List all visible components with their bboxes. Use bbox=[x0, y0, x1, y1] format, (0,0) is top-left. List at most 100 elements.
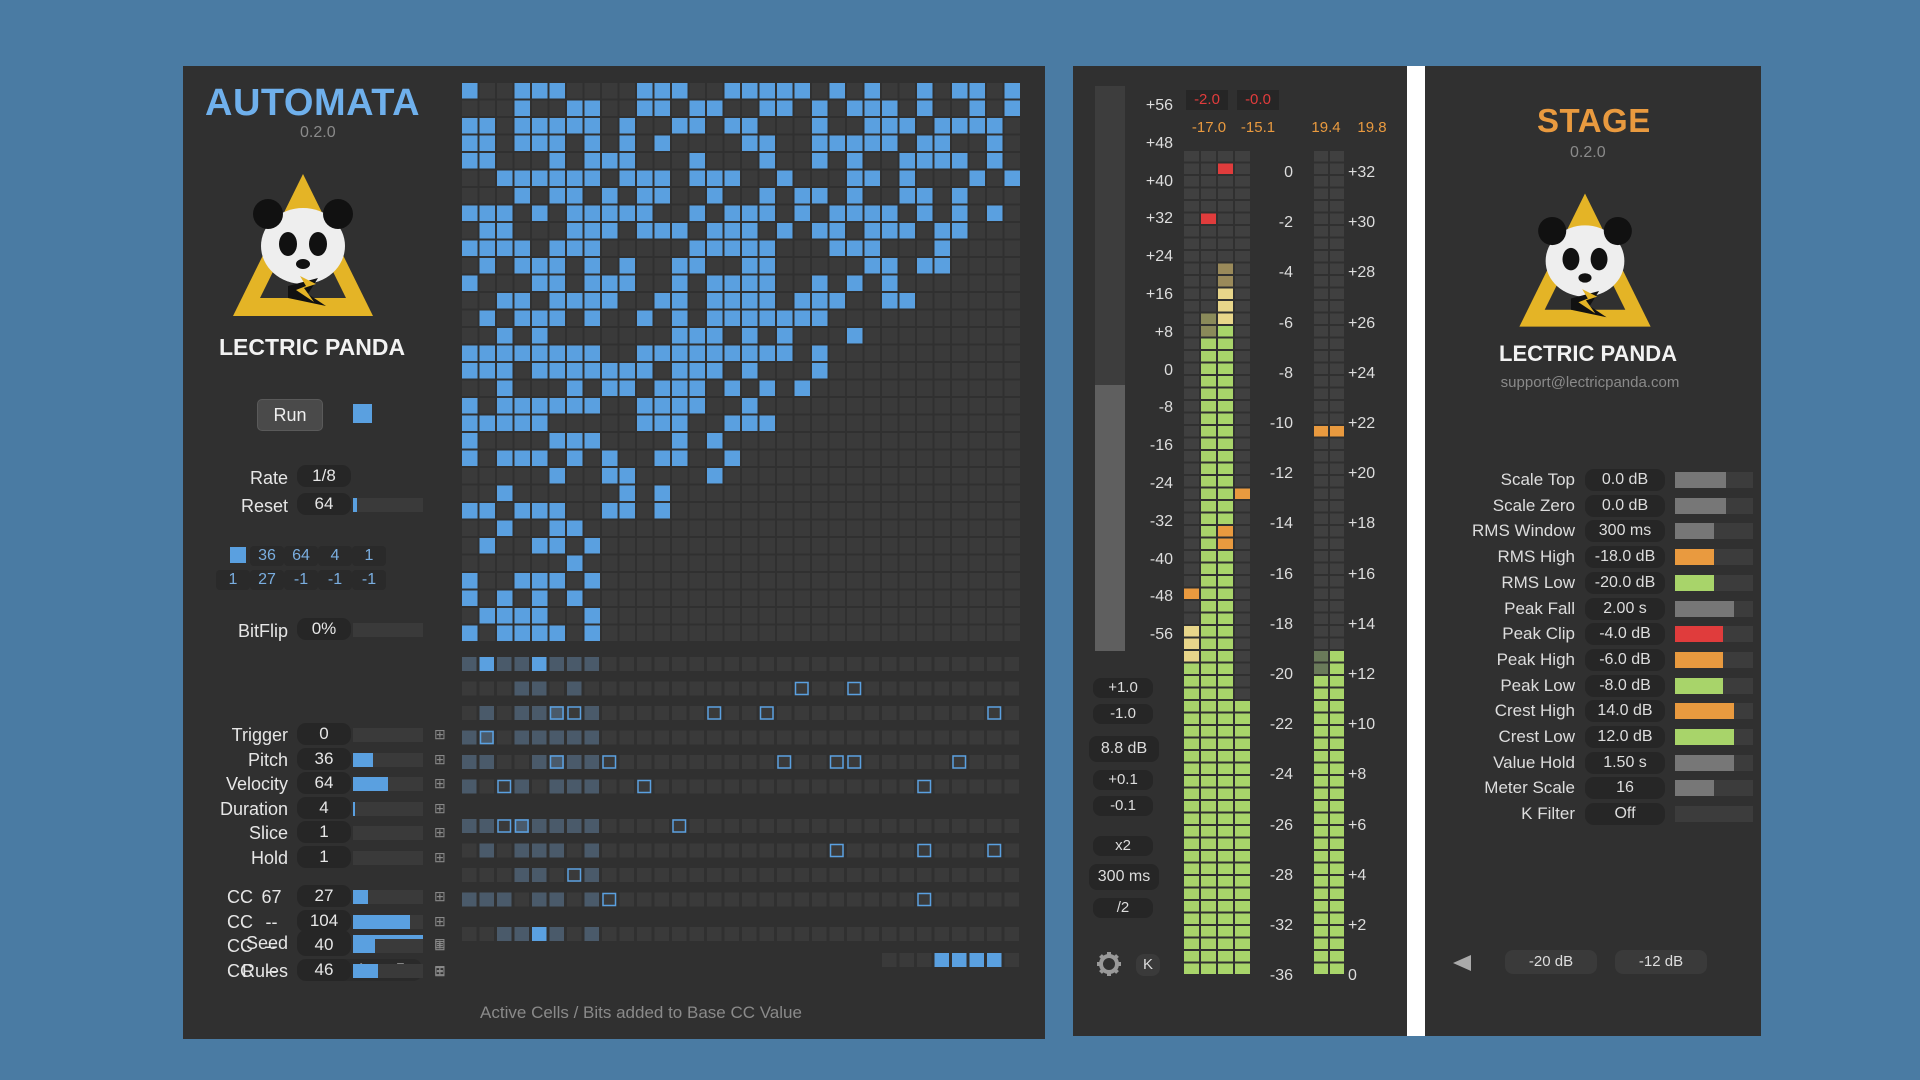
grid-cell[interactable] bbox=[777, 555, 793, 572]
grid-cell[interactable] bbox=[864, 573, 881, 589]
grid-cell[interactable] bbox=[864, 240, 881, 257]
lane-cell[interactable] bbox=[549, 706, 565, 720]
param-slider[interactable] bbox=[353, 826, 423, 840]
lane-cell[interactable] bbox=[969, 819, 985, 833]
grid-cell[interactable] bbox=[829, 468, 846, 484]
grid-cell[interactable] bbox=[934, 485, 951, 502]
grid-cell[interactable] bbox=[479, 135, 496, 152]
grid-cell[interactable] bbox=[987, 100, 1003, 117]
grid-cell[interactable] bbox=[549, 118, 566, 134]
lane-cell[interactable] bbox=[637, 819, 652, 833]
grid-cell[interactable] bbox=[759, 83, 776, 99]
grid-cell[interactable] bbox=[794, 328, 811, 344]
grid-cell[interactable] bbox=[637, 170, 653, 187]
grid-cell[interactable] bbox=[637, 415, 653, 432]
lane-cell[interactable] bbox=[479, 868, 495, 882]
grid-cell[interactable] bbox=[934, 608, 951, 624]
grid-cell[interactable] bbox=[969, 293, 986, 309]
grid-cell[interactable] bbox=[654, 363, 671, 379]
grid-cell[interactable] bbox=[497, 153, 513, 169]
grid-cell[interactable] bbox=[672, 275, 688, 292]
grid-cell[interactable] bbox=[462, 433, 478, 449]
grid-cell[interactable] bbox=[759, 275, 776, 292]
lane-cell[interactable] bbox=[532, 843, 547, 858]
lane-cell[interactable] bbox=[497, 779, 512, 794]
lane-cell[interactable] bbox=[882, 657, 897, 671]
grid-cell[interactable] bbox=[462, 328, 478, 344]
grid-cell[interactable] bbox=[602, 363, 618, 379]
grid-cell[interactable] bbox=[724, 468, 741, 484]
grid-cell[interactable] bbox=[514, 538, 531, 554]
grid-cell[interactable] bbox=[654, 433, 671, 449]
grid-cell[interactable] bbox=[602, 310, 618, 327]
grid-cell[interactable] bbox=[567, 538, 583, 554]
lane-cell[interactable] bbox=[934, 779, 950, 794]
grid-cell[interactable] bbox=[829, 293, 846, 309]
grid-cell[interactable] bbox=[777, 363, 793, 379]
grid-cell[interactable] bbox=[812, 275, 828, 292]
lane-cell[interactable] bbox=[637, 706, 652, 720]
lane-cell[interactable] bbox=[637, 843, 652, 858]
lane-cell[interactable] bbox=[567, 755, 582, 769]
grid-cell[interactable] bbox=[637, 328, 653, 344]
grid-cell[interactable] bbox=[479, 275, 496, 292]
grid-cell[interactable] bbox=[462, 503, 478, 519]
lane-cell[interactable] bbox=[619, 819, 635, 833]
grid-cell[interactable] bbox=[987, 625, 1003, 642]
grid-cell[interactable] bbox=[602, 293, 618, 309]
grid-cell[interactable] bbox=[987, 380, 1003, 397]
grid-cell[interactable] bbox=[602, 608, 618, 624]
lane-cell[interactable] bbox=[462, 730, 477, 745]
grid-cell[interactable] bbox=[724, 415, 741, 432]
grid-cell[interactable] bbox=[567, 223, 583, 239]
grid-cell[interactable] bbox=[847, 328, 863, 344]
grid-cell[interactable] bbox=[742, 485, 758, 502]
grid-cell[interactable] bbox=[952, 538, 968, 554]
grid-cell[interactable] bbox=[724, 100, 741, 117]
grid-cell[interactable] bbox=[654, 538, 671, 554]
grid-cell[interactable] bbox=[1004, 170, 1021, 187]
lane-cell[interactable] bbox=[777, 657, 792, 671]
grid-cell[interactable] bbox=[987, 258, 1003, 274]
grid-cell[interactable] bbox=[864, 450, 881, 467]
lane-cell[interactable] bbox=[969, 927, 985, 941]
lane-cell[interactable] bbox=[812, 755, 827, 769]
grid-cell[interactable] bbox=[619, 275, 636, 292]
grid-cell[interactable] bbox=[864, 363, 881, 379]
grid-cell[interactable] bbox=[899, 573, 916, 589]
grid-cell[interactable] bbox=[952, 328, 968, 344]
grid-cell[interactable] bbox=[829, 135, 846, 152]
lane-cell[interactable] bbox=[917, 755, 932, 769]
preset-minus20-button[interactable]: -20 dB bbox=[1505, 950, 1597, 974]
lane-cell[interactable] bbox=[759, 755, 775, 769]
lane-cell[interactable] bbox=[829, 730, 845, 745]
grid-cell[interactable] bbox=[742, 555, 758, 572]
grid-cell[interactable] bbox=[917, 415, 933, 432]
grid-cell[interactable] bbox=[952, 83, 968, 99]
grid-cell[interactable] bbox=[637, 555, 653, 572]
lane-cell[interactable] bbox=[637, 868, 652, 882]
grid-cell[interactable] bbox=[637, 83, 653, 99]
setting-value[interactable]: 12.0 dB bbox=[1585, 726, 1665, 748]
grid-cell[interactable] bbox=[497, 310, 513, 327]
grid-cell[interactable] bbox=[759, 153, 776, 169]
lane-grid-icon[interactable]: ⊞ bbox=[434, 963, 446, 979]
lane-cell[interactable] bbox=[987, 706, 1002, 720]
grid-cell[interactable] bbox=[637, 240, 653, 257]
grid-cell[interactable] bbox=[759, 328, 776, 344]
grid-cell[interactable] bbox=[794, 223, 811, 239]
lane-cell[interactable] bbox=[829, 755, 845, 769]
grid-cell[interactable] bbox=[514, 555, 531, 572]
grid-cell[interactable] bbox=[654, 258, 671, 274]
lane-cell[interactable] bbox=[462, 819, 477, 833]
grid-cell[interactable] bbox=[619, 223, 636, 239]
grid-cell[interactable] bbox=[759, 310, 776, 327]
grid-cell[interactable] bbox=[969, 433, 986, 449]
grid-cell[interactable] bbox=[689, 100, 706, 117]
lane-cell[interactable] bbox=[794, 755, 810, 769]
lane-cell[interactable] bbox=[794, 681, 810, 696]
grid-cell[interactable] bbox=[882, 345, 898, 362]
grid-cell[interactable] bbox=[1004, 380, 1021, 397]
grid-cell[interactable] bbox=[899, 485, 916, 502]
lane-cell[interactable] bbox=[812, 868, 827, 882]
